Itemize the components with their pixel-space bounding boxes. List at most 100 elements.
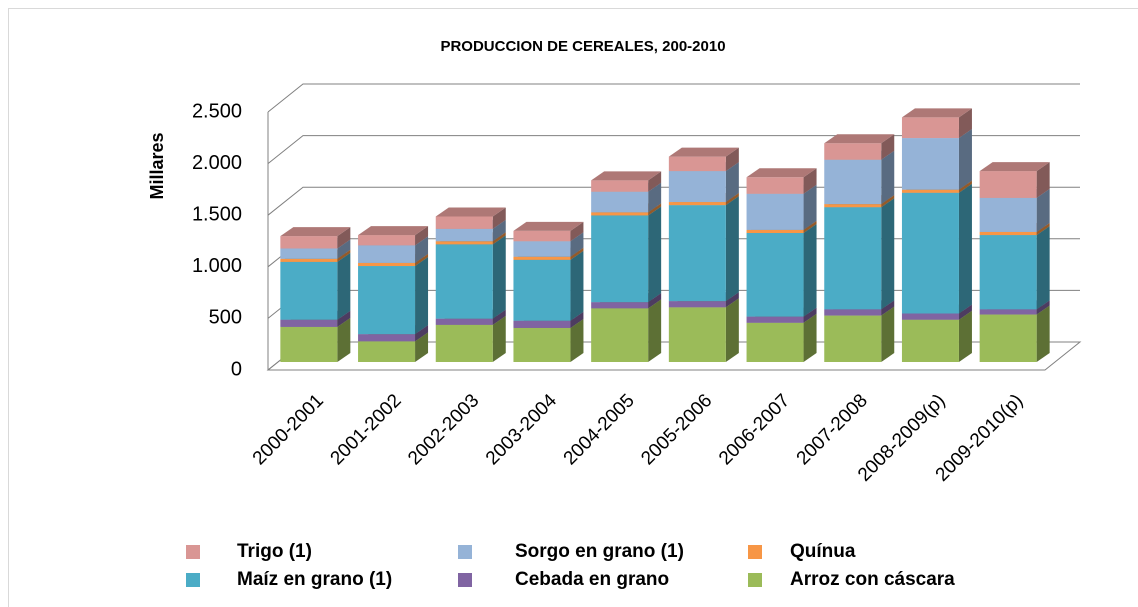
legend-swatch bbox=[748, 545, 762, 559]
bar-side bbox=[415, 257, 429, 335]
bar bbox=[280, 319, 338, 327]
chart-title: PRODUCCION DE CEREALES, 200-2010 bbox=[440, 38, 725, 55]
bar-side bbox=[881, 195, 895, 208]
bar-side bbox=[570, 221, 584, 242]
bar-side bbox=[570, 250, 584, 321]
bar-side bbox=[725, 147, 739, 172]
bar bbox=[513, 256, 571, 260]
bar-top bbox=[358, 226, 429, 236]
y-tick-label: 0 bbox=[231, 358, 242, 380]
bar bbox=[901, 189, 959, 193]
bar-side bbox=[725, 292, 739, 308]
y-tick-label: 500 bbox=[209, 307, 242, 329]
legend-label: Sorgo en grano (1) bbox=[515, 541, 684, 562]
bar-side bbox=[570, 318, 584, 362]
bar bbox=[979, 231, 1037, 236]
bar bbox=[358, 334, 416, 342]
bar bbox=[435, 318, 493, 325]
bar-side bbox=[958, 183, 972, 314]
bar bbox=[746, 322, 804, 362]
bar bbox=[435, 244, 493, 319]
bar bbox=[513, 259, 571, 321]
bar-side bbox=[415, 226, 429, 246]
bar bbox=[979, 171, 1037, 198]
bar-side bbox=[881, 306, 895, 362]
bar-side bbox=[648, 171, 662, 192]
bar-side bbox=[1036, 305, 1050, 362]
bar-side bbox=[1036, 188, 1050, 232]
bar-side bbox=[570, 232, 584, 257]
bar-top bbox=[668, 147, 739, 157]
bar-top bbox=[746, 168, 817, 178]
bar-side bbox=[337, 227, 351, 249]
bar bbox=[746, 177, 804, 194]
bar-side bbox=[337, 252, 351, 320]
bar bbox=[824, 207, 882, 310]
bar bbox=[435, 324, 493, 362]
bar-side bbox=[415, 236, 429, 263]
bar-side bbox=[725, 196, 739, 302]
y-tick-label: 1.000 bbox=[192, 255, 242, 277]
bar-top bbox=[513, 221, 584, 231]
bar-side bbox=[1036, 300, 1050, 315]
bar-top bbox=[591, 171, 662, 181]
bar-side bbox=[803, 224, 817, 317]
y-tick-label: 2.500 bbox=[192, 100, 242, 122]
bar-side bbox=[492, 219, 506, 242]
bar bbox=[668, 307, 726, 362]
bar bbox=[746, 316, 804, 323]
bar bbox=[435, 216, 493, 229]
grid-line bbox=[267, 83, 1080, 113]
bar-top bbox=[824, 134, 895, 144]
bar-side bbox=[492, 315, 506, 362]
bar-side bbox=[492, 309, 506, 325]
bar-side bbox=[958, 304, 972, 320]
bar bbox=[280, 248, 338, 259]
bar bbox=[901, 313, 959, 320]
legend-label: Arroz con cáscara bbox=[790, 569, 955, 590]
bar bbox=[824, 143, 882, 160]
grid-line bbox=[267, 186, 1080, 216]
legend-label: Cebada en grano bbox=[515, 569, 669, 590]
bar bbox=[513, 327, 571, 362]
bar bbox=[668, 205, 726, 302]
bar-top bbox=[901, 108, 972, 118]
bar-side bbox=[337, 310, 351, 327]
legend-swatch bbox=[186, 573, 200, 587]
bar bbox=[435, 241, 493, 245]
bar bbox=[591, 215, 649, 303]
bar bbox=[668, 171, 726, 203]
bar bbox=[824, 315, 882, 362]
legend-label: Quínua bbox=[790, 541, 856, 562]
bar bbox=[979, 314, 1037, 362]
bar-side bbox=[958, 180, 972, 193]
bar-side bbox=[958, 108, 972, 139]
bar bbox=[591, 308, 649, 362]
grid-line bbox=[267, 135, 1080, 164]
bar-side bbox=[803, 220, 817, 233]
bar-side bbox=[648, 203, 662, 216]
bar-side bbox=[958, 310, 972, 362]
bar-side bbox=[570, 247, 584, 260]
bar bbox=[280, 261, 338, 320]
bar bbox=[746, 233, 804, 317]
legend-swatch bbox=[186, 545, 200, 559]
legend-swatch bbox=[748, 573, 762, 587]
bar bbox=[824, 309, 882, 316]
bar-side bbox=[337, 317, 351, 362]
bar bbox=[901, 192, 959, 314]
legend-label: Trigo (1) bbox=[237, 541, 312, 562]
bar-side bbox=[415, 253, 429, 267]
bar-side bbox=[881, 134, 895, 160]
bar-side bbox=[415, 332, 429, 362]
bar bbox=[280, 258, 338, 262]
bar bbox=[979, 235, 1037, 310]
bar-side bbox=[648, 206, 662, 303]
bar-side bbox=[881, 150, 895, 205]
bar bbox=[591, 180, 649, 192]
bar-top bbox=[435, 207, 506, 217]
bar-side bbox=[570, 311, 584, 328]
bar bbox=[591, 212, 649, 216]
bar bbox=[358, 341, 416, 362]
